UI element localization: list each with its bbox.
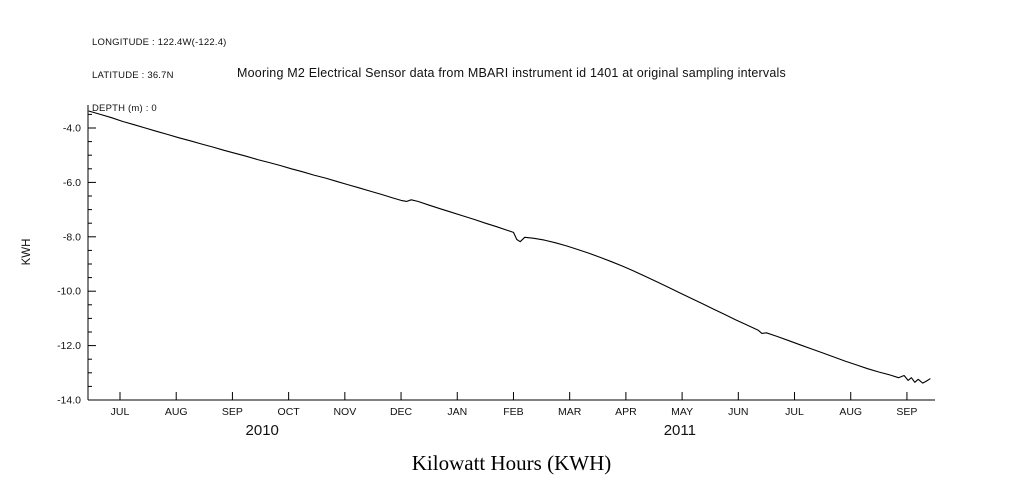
depth-label: DEPTH (m) : 0 <box>92 103 157 114</box>
x-tick-label: JUL <box>111 406 130 418</box>
y-tick-label: -12.0 <box>57 340 81 352</box>
y-tick-label: -8.0 <box>63 231 81 243</box>
x-tick-label: JUN <box>728 406 748 418</box>
kwh-series-line <box>88 110 931 384</box>
x-tick-label: AUG <box>165 406 188 418</box>
x-tick-label: MAR <box>558 406 582 418</box>
year-label: 2010 <box>246 422 279 439</box>
x-tick-label: DEC <box>390 406 413 418</box>
x-tick-label: MAY <box>671 406 693 418</box>
x-axis-title: Kilowatt Hours (KWH) <box>411 451 612 475</box>
x-tick-label: JAN <box>447 406 467 418</box>
x-tick-label: AUG <box>839 406 862 418</box>
y-tick-label: -10.0 <box>57 286 81 298</box>
x-tick-label: NOV <box>333 406 356 418</box>
x-tick-label: FEB <box>503 406 523 418</box>
y-axis-title: KWH <box>21 239 33 266</box>
x-tick-label: JUL <box>785 406 804 418</box>
y-tick-label: -14.0 <box>57 395 81 407</box>
x-tick-label: OCT <box>278 406 301 418</box>
y-tick-label: -4.0 <box>63 123 81 135</box>
year-label: 2011 <box>664 422 696 439</box>
plot-title: Mooring M2 Electrical Sensor data from M… <box>237 66 786 80</box>
station-metadata: LONGITUDE : 122.4W(-122.4) LATITUDE : 36… <box>92 15 227 136</box>
longitude-label: LONGITUDE : 122.4W(-122.4) <box>92 37 227 48</box>
x-tick-label: APR <box>615 406 637 418</box>
x-tick-label: SEP <box>222 406 243 418</box>
x-tick-label: SEP <box>896 406 917 418</box>
y-tick-label: -6.0 <box>63 177 81 189</box>
latitude-label: LATITUDE : 36.7N <box>92 70 174 81</box>
